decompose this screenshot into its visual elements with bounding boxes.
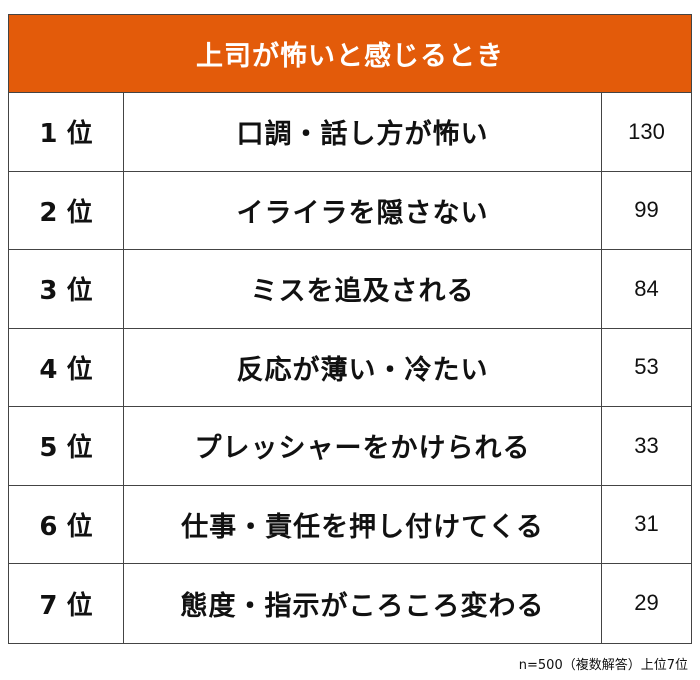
reason-cell: プレッシャーをかけられる: [124, 407, 602, 485]
reason-cell: 反応が薄い・冷たい: [124, 328, 602, 406]
count-cell: 53: [634, 354, 659, 380]
rank-cell: 3 位: [9, 250, 124, 328]
table-title: 上司が怖いと感じるとき: [196, 41, 504, 72]
reason-cell: 仕事・責任を押し付けてくる: [124, 485, 602, 563]
table-row: 5 位 プレッシャーをかけられる 33: [9, 407, 691, 486]
table-row: 1 位 口調・話し方が怖い 130: [9, 93, 691, 172]
count-cell: 130: [628, 118, 665, 144]
sample-footnote: n=500（複数解答）上位7位: [518, 658, 688, 673]
rank-cell: 7 位: [9, 564, 124, 643]
rank-cell: 4 位: [9, 328, 124, 406]
rank-cell: 5 位: [9, 407, 124, 485]
rank-cell: 6 位: [9, 485, 124, 563]
count-cell: 29: [634, 590, 659, 616]
reason-cell: イライラを隠さない: [124, 171, 602, 249]
reason-cell: ミスを追及される: [124, 250, 602, 328]
table-header: 上司が怖いと感じるとき: [9, 15, 691, 93]
ranking-table: 上司が怖いと感じるとき 1 位 口調・話し方が怖い 130 2 位 イライラを隠…: [8, 14, 692, 644]
count-cell: 33: [634, 432, 659, 458]
reason-cell: 態度・指示がころころ変わる: [124, 564, 602, 643]
count-cell: 84: [634, 275, 659, 301]
count-cell: 31: [634, 511, 659, 537]
reason-cell: 口調・話し方が怖い: [124, 93, 602, 171]
table-row: 7 位 態度・指示がころころ変わる 29: [9, 564, 691, 643]
table-row: 4 位 反応が薄い・冷たい 53: [9, 328, 691, 407]
rank-cell: 2 位: [9, 171, 124, 249]
table-row: 3 位 ミスを追及される 84: [9, 250, 691, 329]
table-row: 2 位 イライラを隠さない 99: [9, 171, 691, 250]
table-row: 6 位 仕事・責任を押し付けてくる 31: [9, 485, 691, 564]
count-cell: 99: [634, 197, 659, 223]
rank-cell: 1 位: [9, 93, 124, 171]
